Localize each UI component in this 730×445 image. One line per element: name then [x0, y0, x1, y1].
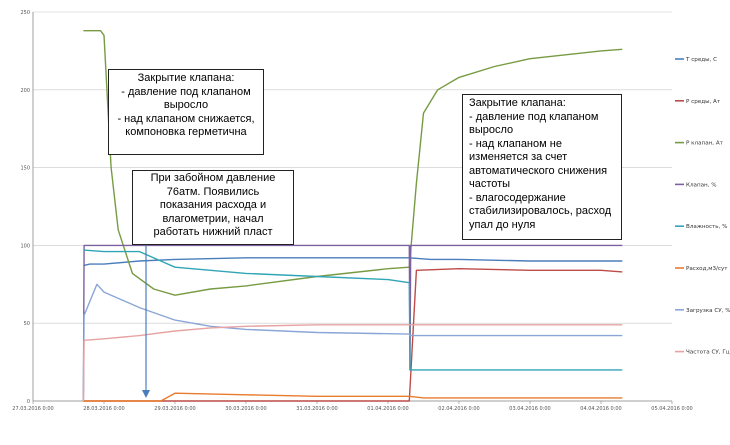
y-tick-label: 200	[20, 88, 30, 94]
annotation-line: Закрытие клапана:	[469, 97, 566, 109]
x-tick-label: 05.04.2016 0:00	[651, 406, 692, 412]
annotation-lower-layer: При забойном давление 76атм. Появились п…	[132, 170, 294, 245]
annotation-line: работать нижний пласт	[153, 226, 273, 238]
legend-label-5: Расход,м3/сут	[686, 266, 728, 272]
y-tick-label: 100	[20, 243, 30, 249]
annotation-line: частоты	[469, 178, 511, 190]
x-tick-label: 01.04.2016 0:00	[367, 406, 408, 412]
x-tick-label: 04.04.2016 0:00	[580, 406, 621, 412]
x-tick-label: 02.04.2016 0:00	[438, 406, 479, 412]
series-line-6	[82, 283, 623, 394]
y-tick-label: 150	[20, 166, 30, 172]
x-tick-label: 28.03.2016 0:00	[83, 406, 124, 412]
legend-label-0: T среды, С	[685, 57, 717, 63]
annotation-valve-closing-2: Закрытие клапана: - давление под клапано…	[462, 94, 622, 240]
annotation-line: выросло	[163, 99, 209, 111]
legend-label-1: P среды, Ат	[686, 99, 721, 105]
annotation-line: - над клапаном не	[469, 137, 562, 150]
annotation-line: стабилизировалось, расход	[469, 205, 612, 217]
series-line-7	[82, 324, 623, 402]
x-tick-label: 29.03.2016 0:00	[154, 406, 195, 412]
annotation-line: автоматического снижения	[469, 164, 608, 177]
annotation-line: - влагосодержание	[469, 191, 566, 204]
legend-label-2: P клапан, Ат	[686, 141, 724, 147]
x-tick-label: 03.04.2016 0:00	[509, 406, 550, 412]
y-tick-label: 250	[20, 10, 30, 16]
annotation-line: влагометрии, начал	[162, 212, 264, 225]
annotation-line: компоновка герметична	[125, 126, 247, 138]
annotation-line: показания расхода и	[159, 199, 267, 211]
series-lines	[82, 30, 623, 402]
x-tick-label: 27.03.2016 0:00	[12, 406, 53, 412]
legend-label-4: Влажность, %	[686, 224, 727, 230]
tick-labels: 0 50 100 150 200 250 27.03.2016 0:00 28.03.2016…	[12, 10, 692, 412]
y-tick-label: 0	[27, 399, 30, 405]
legend-label-3: Клапан, %	[686, 182, 717, 188]
annotation-line: Закрытие клапана:	[137, 72, 235, 84]
annotation-line: - давление под клапаном	[469, 110, 599, 123]
annotation-valve-closing-1: Закрытие клапана: - давление под клапано…	[108, 69, 264, 155]
annotation-line: 76атм. Появились	[166, 185, 260, 198]
series-line-1	[83, 268, 623, 402]
annotation-line: изменяется за счет	[469, 151, 568, 163]
annotation-line: выросло	[469, 124, 514, 136]
series-line-0	[83, 257, 623, 267]
legend: T среды, С P среды, Ат P клапан, Ат Клапан,…	[675, 57, 730, 356]
annotation-line: - над клапаном снижается,	[117, 112, 255, 125]
event-arrow-head	[142, 390, 150, 398]
annotation-line: При забойном давление	[150, 172, 276, 184]
legend-label-6: Загрузка СУ, %	[686, 308, 730, 314]
series-line-4	[83, 249, 623, 371]
series-line-5	[83, 392, 623, 402]
annotation-line: упал до нуля	[469, 218, 536, 231]
x-tick-label: 30.03.2016 0:00	[225, 406, 266, 412]
y-tick-label: 50	[24, 321, 30, 327]
legend-label-7: Частота СУ, Гц	[686, 350, 730, 356]
x-tick-label: 31.03.2016 0:00	[296, 406, 337, 412]
annotation-line: - давление под клапаном	[121, 85, 251, 98]
